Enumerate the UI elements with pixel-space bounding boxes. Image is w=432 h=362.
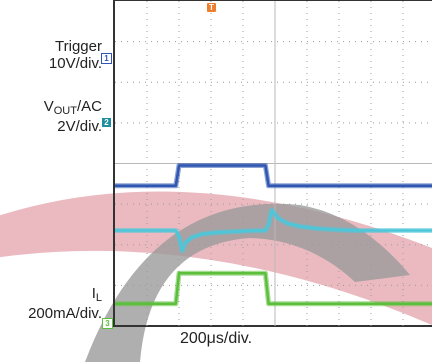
timebase-label: 200μs/div.	[179, 330, 253, 347]
ch3-name: IL	[28, 285, 102, 305]
ch3-name-main: I	[91, 285, 96, 302]
ch1-name: Trigger	[55, 38, 102, 55]
traces	[115, 163, 432, 307]
ch1-marker-icon: 1	[101, 53, 112, 64]
ch3-trace	[115, 271, 432, 305]
ch2-name-main: V	[43, 98, 54, 115]
ch2-name: VOUT/AC	[44, 98, 102, 118]
ch3-scale: 200mA/div.	[28, 304, 102, 322]
trigger-marker-icon: T	[207, 3, 216, 12]
ch3-marker-icon: 3	[102, 318, 113, 329]
ch2-label: VOUT/AC 2V/div.	[44, 98, 102, 135]
ch2-name-suffix: /AC	[76, 98, 102, 115]
ch2-marker-icon: 2	[102, 118, 111, 127]
ch1-scale: 10V/div.	[48, 55, 102, 73]
watermark-gray-arc	[85, 203, 410, 362]
plot-frame	[113, 0, 432, 327]
ch1-trace	[115, 164, 432, 188]
ch1-label: Trigger 10V/div.	[49, 38, 102, 73]
ch2-scale: 2V/div.	[57, 117, 102, 135]
ch1-trace-band	[115, 163, 432, 189]
ch3-name-sub: L	[95, 292, 102, 304]
ch3-label: IL 200mA/div.	[28, 285, 102, 322]
ch2-name-sub: OUT	[53, 105, 77, 117]
ch2-trace	[115, 208, 432, 253]
